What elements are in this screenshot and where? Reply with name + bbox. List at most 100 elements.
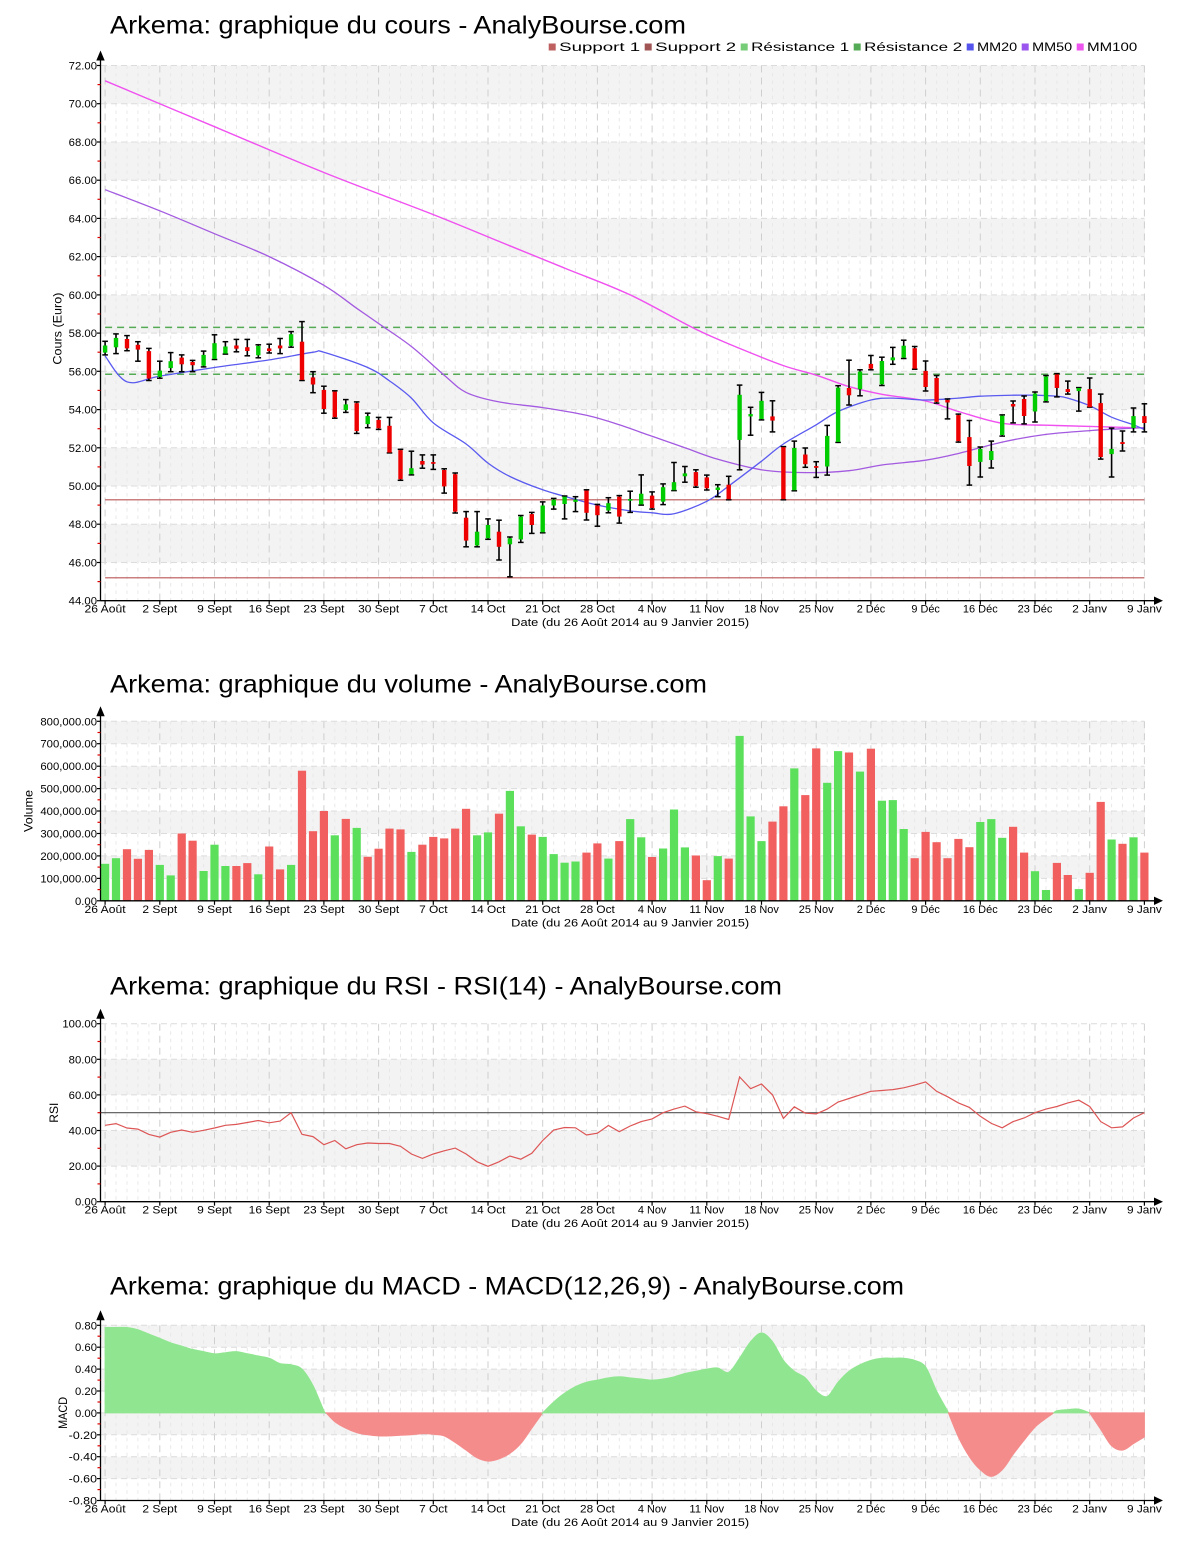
svg-text:14 Oct: 14 Oct xyxy=(471,1205,506,1217)
svg-text:MACD: MACD xyxy=(56,1397,70,1429)
svg-text:16 Sept: 16 Sept xyxy=(249,604,290,616)
svg-text:68.00: 68.00 xyxy=(69,137,97,149)
svg-text:300,000.00: 300,000.00 xyxy=(40,829,97,841)
svg-text:23 Sept: 23 Sept xyxy=(303,604,344,616)
svg-text:48.00: 48.00 xyxy=(69,519,97,531)
svg-text:100,000.00: 100,000.00 xyxy=(40,873,97,885)
svg-text:2 Sept: 2 Sept xyxy=(142,904,177,916)
svg-text:18 Nov: 18 Nov xyxy=(744,904,779,916)
svg-text:-0.40: -0.40 xyxy=(69,1452,97,1464)
svg-text:7 Oct: 7 Oct xyxy=(419,904,448,916)
svg-text:16 Déc: 16 Déc xyxy=(963,604,998,616)
svg-text:-0.20: -0.20 xyxy=(69,1430,97,1442)
svg-text:21 Oct: 21 Oct xyxy=(525,1504,560,1516)
svg-text:9 Janv: 9 Janv xyxy=(1127,904,1162,916)
svg-text:18 Nov: 18 Nov xyxy=(744,604,779,616)
svg-text:4 Nov: 4 Nov xyxy=(638,904,667,916)
svg-text:23 Déc: 23 Déc xyxy=(1018,1504,1053,1516)
svg-text:Support 2: Support 2 xyxy=(655,42,736,54)
svg-text:16 Déc: 16 Déc xyxy=(963,1205,998,1217)
svg-text:14 Oct: 14 Oct xyxy=(471,1504,506,1516)
svg-text:16 Déc: 16 Déc xyxy=(963,1504,998,1516)
svg-text:0.80: 0.80 xyxy=(75,1320,97,1332)
svg-text:26 Août: 26 Août xyxy=(85,1504,126,1516)
svg-text:9 Déc: 9 Déc xyxy=(911,1205,940,1217)
svg-text:26 Août: 26 Août xyxy=(85,1205,126,1217)
svg-text:0.00: 0.00 xyxy=(75,1408,97,1420)
svg-text:9 Déc: 9 Déc xyxy=(911,904,940,916)
svg-text:Volume: Volume xyxy=(22,790,36,832)
svg-text:26 Août: 26 Août xyxy=(85,604,126,616)
svg-text:4 Nov: 4 Nov xyxy=(638,1205,667,1217)
svg-text:30 Sept: 30 Sept xyxy=(358,904,399,916)
svg-text:Arkema: graphique du RSI - RSI: Arkema: graphique du RSI - RSI(14) - Ana… xyxy=(110,973,782,1001)
svg-text:23 Sept: 23 Sept xyxy=(303,1504,344,1516)
svg-text:MM20: MM20 xyxy=(977,42,1017,54)
svg-text:18 Nov: 18 Nov xyxy=(744,1504,779,1516)
svg-text:Arkema: graphique du cours - A: Arkema: graphique du cours - AnalyBourse… xyxy=(110,12,686,40)
svg-text:7 Oct: 7 Oct xyxy=(419,1504,448,1516)
svg-text:9 Janv: 9 Janv xyxy=(1127,1504,1162,1516)
svg-text:7 Oct: 7 Oct xyxy=(419,1205,448,1217)
svg-text:Support 1: Support 1 xyxy=(559,42,640,54)
svg-text:Arkema: graphique du MACD - MA: Arkema: graphique du MACD - MACD(12,26,9… xyxy=(110,1273,904,1301)
svg-text:56.00: 56.00 xyxy=(69,366,97,378)
svg-text:11 Nov: 11 Nov xyxy=(689,604,724,616)
svg-text:2 Sept: 2 Sept xyxy=(142,604,177,616)
svg-text:18 Nov: 18 Nov xyxy=(744,1205,779,1217)
svg-text:2 Janv: 2 Janv xyxy=(1072,904,1107,916)
svg-text:16 Déc: 16 Déc xyxy=(963,904,998,916)
svg-text:2 Déc: 2 Déc xyxy=(857,1205,886,1217)
svg-text:46.00: 46.00 xyxy=(69,558,97,570)
svg-text:23 Déc: 23 Déc xyxy=(1018,904,1053,916)
svg-text:64.00: 64.00 xyxy=(69,213,97,225)
svg-text:25 Nov: 25 Nov xyxy=(799,1504,834,1516)
svg-text:28 Oct: 28 Oct xyxy=(580,1205,615,1217)
svg-text:200,000.00: 200,000.00 xyxy=(40,851,97,863)
svg-text:0.00: 0.00 xyxy=(75,1197,97,1209)
svg-text:21 Oct: 21 Oct xyxy=(525,904,560,916)
svg-text:11 Nov: 11 Nov xyxy=(689,1205,724,1217)
svg-text:-0.80: -0.80 xyxy=(69,1496,97,1508)
svg-text:16 Sept: 16 Sept xyxy=(249,1504,290,1516)
svg-text:70.00: 70.00 xyxy=(69,99,97,111)
svg-text:Cours (Euro): Cours (Euro) xyxy=(50,293,64,365)
svg-text:2 Janv: 2 Janv xyxy=(1072,1205,1107,1217)
svg-text:Date (du 26 Août 2014 au 9 Jan: Date (du 26 Août 2014 au 9 Janvier 2015) xyxy=(511,617,749,629)
svg-text:0.60: 0.60 xyxy=(75,1342,97,1354)
svg-text:-0.60: -0.60 xyxy=(69,1474,97,1486)
svg-text:2 Déc: 2 Déc xyxy=(857,1504,886,1516)
svg-text:28 Oct: 28 Oct xyxy=(580,904,615,916)
svg-text:2 Sept: 2 Sept xyxy=(142,1205,177,1217)
svg-text:16 Sept: 16 Sept xyxy=(249,904,290,916)
svg-text:11 Nov: 11 Nov xyxy=(689,1504,724,1516)
svg-text:30 Sept: 30 Sept xyxy=(358,1504,399,1516)
svg-text:0.20: 0.20 xyxy=(75,1386,97,1398)
svg-text:9 Sept: 9 Sept xyxy=(197,604,232,616)
svg-text:Date (du 26 Août 2014 au 9 Jan: Date (du 26 Août 2014 au 9 Janvier 2015) xyxy=(511,1517,749,1529)
svg-text:25 Nov: 25 Nov xyxy=(799,1205,834,1217)
svg-text:44.00: 44.00 xyxy=(69,596,97,608)
svg-text:7 Oct: 7 Oct xyxy=(419,604,448,616)
svg-text:28 Oct: 28 Oct xyxy=(580,604,615,616)
svg-text:Résistance 2: Résistance 2 xyxy=(864,42,962,54)
svg-text:25 Nov: 25 Nov xyxy=(799,604,834,616)
svg-text:60.00: 60.00 xyxy=(69,1090,97,1102)
svg-text:66.00: 66.00 xyxy=(69,175,97,187)
svg-text:23 Déc: 23 Déc xyxy=(1018,1205,1053,1217)
svg-text:Date (du 26 Août 2014 au 9 Jan: Date (du 26 Août 2014 au 9 Janvier 2015) xyxy=(511,1218,749,1230)
svg-text:26 Août: 26 Août xyxy=(85,904,126,916)
svg-text:30 Sept: 30 Sept xyxy=(358,604,399,616)
svg-text:100.00: 100.00 xyxy=(62,1019,97,1031)
svg-text:14 Oct: 14 Oct xyxy=(471,904,506,916)
svg-text:60.00: 60.00 xyxy=(69,290,97,302)
svg-text:23 Sept: 23 Sept xyxy=(303,1205,344,1217)
svg-text:28 Oct: 28 Oct xyxy=(580,1504,615,1516)
svg-text:80.00: 80.00 xyxy=(69,1054,97,1066)
svg-text:2 Déc: 2 Déc xyxy=(857,604,886,616)
svg-text:Résistance 1: Résistance 1 xyxy=(751,42,849,54)
svg-text:21 Oct: 21 Oct xyxy=(525,1205,560,1217)
svg-text:9 Janv: 9 Janv xyxy=(1127,604,1162,616)
svg-text:16 Sept: 16 Sept xyxy=(249,1205,290,1217)
svg-text:9 Déc: 9 Déc xyxy=(911,1504,940,1516)
